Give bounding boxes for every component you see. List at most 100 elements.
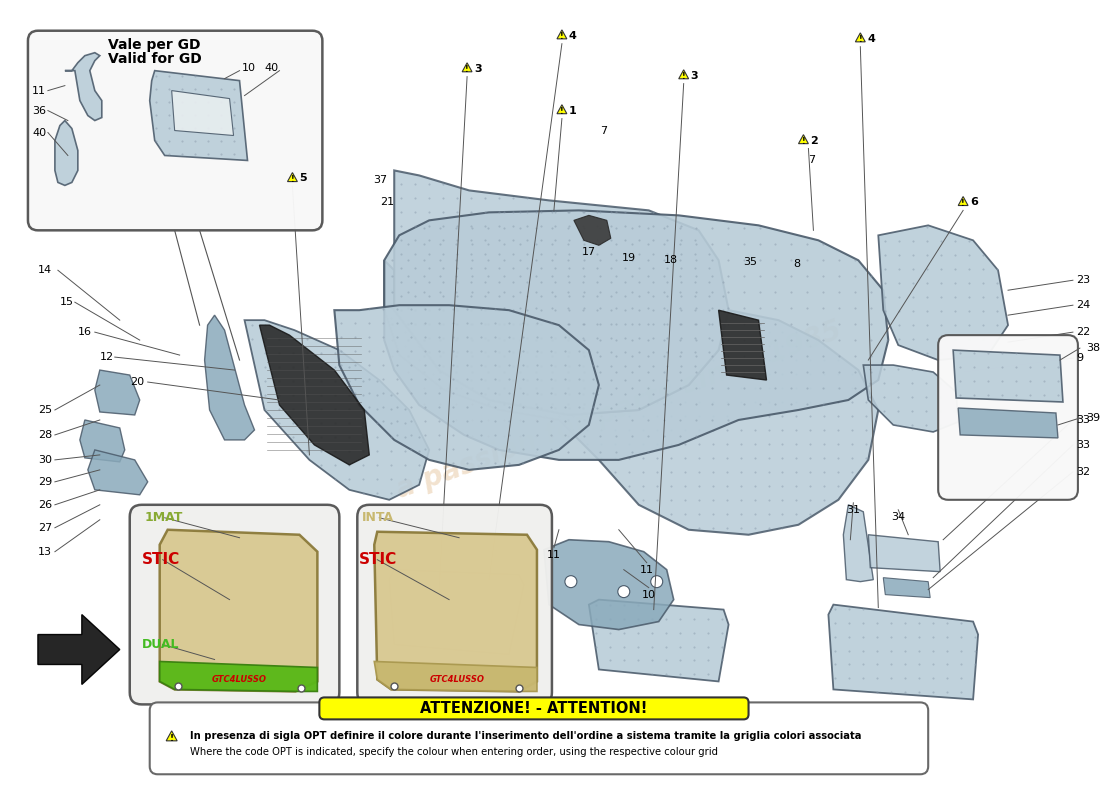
Polygon shape <box>160 530 318 691</box>
Polygon shape <box>394 170 728 415</box>
Text: DUAL: DUAL <box>142 638 179 651</box>
Text: 5: 5 <box>299 174 307 183</box>
FancyBboxPatch shape <box>28 30 322 230</box>
Text: 30: 30 <box>37 455 52 465</box>
Text: 7: 7 <box>601 126 607 135</box>
Text: 20: 20 <box>130 377 144 387</box>
Circle shape <box>651 576 662 588</box>
Polygon shape <box>679 70 689 78</box>
Polygon shape <box>588 600 728 682</box>
Text: 29: 29 <box>37 477 52 487</box>
Polygon shape <box>389 570 524 654</box>
Polygon shape <box>574 215 611 246</box>
Polygon shape <box>334 305 598 470</box>
Text: INTA: INTA <box>362 511 395 524</box>
Polygon shape <box>557 30 566 39</box>
Polygon shape <box>166 731 177 741</box>
Text: 8: 8 <box>793 259 800 270</box>
Text: 34: 34 <box>891 512 905 522</box>
Text: !: ! <box>961 198 965 208</box>
Text: 4: 4 <box>569 30 576 41</box>
Polygon shape <box>172 90 233 135</box>
Text: ATTENZIONE! - ATTENTION!: ATTENZIONE! - ATTENTION! <box>420 701 648 716</box>
Text: 36: 36 <box>32 106 46 115</box>
FancyBboxPatch shape <box>150 702 928 774</box>
Text: 23: 23 <box>1076 275 1090 286</box>
Polygon shape <box>374 532 537 691</box>
Text: Vale per GD: Vale per GD <box>109 38 201 52</box>
Text: !: ! <box>802 137 805 146</box>
Text: 38: 38 <box>1086 343 1100 353</box>
Text: 4: 4 <box>867 34 875 44</box>
Text: 12: 12 <box>100 352 114 362</box>
Polygon shape <box>160 662 318 691</box>
Polygon shape <box>856 33 866 42</box>
Text: 22: 22 <box>1076 327 1090 337</box>
FancyBboxPatch shape <box>130 505 339 705</box>
Polygon shape <box>557 105 566 114</box>
Text: 13: 13 <box>37 546 52 557</box>
Polygon shape <box>260 325 370 465</box>
Text: STIC: STIC <box>142 552 180 567</box>
Text: Valid for GD: Valid for GD <box>108 52 201 66</box>
Text: GTC4LUSSO: GTC4LUSSO <box>430 675 485 684</box>
Polygon shape <box>205 315 254 440</box>
Polygon shape <box>799 134 808 144</box>
Text: 28: 28 <box>37 430 52 440</box>
Text: 1: 1 <box>569 106 576 115</box>
Text: 33: 33 <box>1076 415 1090 425</box>
Text: 25: 25 <box>37 405 52 415</box>
Polygon shape <box>80 420 124 462</box>
Circle shape <box>565 576 576 588</box>
Text: 2: 2 <box>811 135 818 146</box>
Text: 1MAT: 1MAT <box>145 511 183 524</box>
Text: 18: 18 <box>663 255 678 266</box>
Polygon shape <box>95 370 140 415</box>
Polygon shape <box>384 210 889 460</box>
Polygon shape <box>878 226 1008 360</box>
Polygon shape <box>88 450 147 495</box>
Text: 11: 11 <box>640 565 653 574</box>
Polygon shape <box>37 614 120 685</box>
Text: !: ! <box>682 72 685 81</box>
Text: 19: 19 <box>621 254 636 263</box>
Polygon shape <box>844 505 873 582</box>
Text: 10: 10 <box>641 590 656 600</box>
Polygon shape <box>868 534 940 572</box>
Polygon shape <box>828 605 978 699</box>
Polygon shape <box>462 63 472 72</box>
Text: Where the code OPT is indicated, specify the colour when entering order, using t: Where the code OPT is indicated, specify… <box>189 747 717 758</box>
Text: 37: 37 <box>373 175 387 186</box>
Text: 40: 40 <box>264 62 278 73</box>
Polygon shape <box>883 578 931 598</box>
Text: STIC: STIC <box>360 552 397 567</box>
Text: 24: 24 <box>1076 300 1090 310</box>
Polygon shape <box>864 365 958 432</box>
Polygon shape <box>287 173 297 182</box>
Text: 31: 31 <box>846 505 860 514</box>
Text: 3: 3 <box>474 64 482 74</box>
Polygon shape <box>953 350 1063 402</box>
Polygon shape <box>384 260 878 534</box>
Text: 7: 7 <box>808 155 815 166</box>
Text: 10: 10 <box>242 62 255 73</box>
Text: GTC4LUSSO: GTC4LUSSO <box>212 675 267 684</box>
Text: !: ! <box>560 106 563 116</box>
Polygon shape <box>55 121 78 186</box>
Text: !: ! <box>858 35 862 44</box>
Text: 17: 17 <box>582 247 596 258</box>
Polygon shape <box>958 408 1058 438</box>
Text: 6: 6 <box>970 198 978 207</box>
Text: In presenza di sigla OPT definire il colore durante l'inserimento dell'ordine a : In presenza di sigla OPT definire il col… <box>189 731 861 742</box>
Polygon shape <box>374 662 537 691</box>
Text: 27: 27 <box>37 522 52 533</box>
Polygon shape <box>65 53 102 121</box>
Text: 9: 9 <box>1076 353 1084 363</box>
Circle shape <box>618 586 630 598</box>
Text: 32: 32 <box>1076 467 1090 477</box>
Polygon shape <box>543 540 673 630</box>
Text: a passion for parts since 1985: a passion for parts since 1985 <box>393 316 845 504</box>
Text: 14: 14 <box>37 266 52 275</box>
Polygon shape <box>718 310 767 380</box>
Polygon shape <box>958 197 968 206</box>
